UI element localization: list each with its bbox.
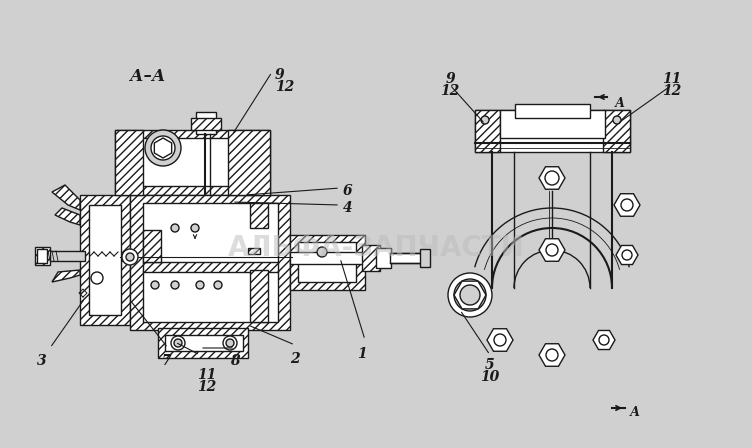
Bar (362, 245, 380, 271)
Text: 4: 4 (343, 201, 353, 215)
Polygon shape (52, 185, 80, 210)
Circle shape (151, 281, 159, 289)
Circle shape (226, 339, 234, 347)
Text: 11: 11 (663, 72, 681, 86)
Bar (290, 252, 365, 264)
Bar (290, 235, 365, 290)
Circle shape (622, 250, 632, 260)
Text: 3: 3 (37, 354, 47, 368)
Bar (40, 251, 85, 261)
Polygon shape (55, 208, 80, 225)
Circle shape (317, 247, 327, 257)
Circle shape (91, 272, 103, 284)
Circle shape (545, 171, 559, 185)
Bar (475, 110, 630, 152)
Circle shape (126, 253, 134, 261)
Text: 7: 7 (161, 354, 171, 368)
Bar (143, 203, 278, 263)
Bar (158, 328, 248, 358)
Circle shape (171, 224, 179, 232)
Text: АЛЬФА-ЗАПЧАСТИ: АЛЬФА-ЗАПЧАСТИ (228, 234, 524, 262)
Bar (115, 130, 270, 195)
Bar (143, 262, 278, 272)
Text: 12: 12 (663, 84, 681, 98)
Polygon shape (52, 270, 80, 282)
Text: 12: 12 (441, 84, 459, 98)
Circle shape (621, 199, 633, 211)
Text: 11: 11 (197, 368, 217, 382)
Bar (89, 205, 121, 315)
Bar (143, 270, 278, 322)
Text: 10: 10 (481, 370, 499, 384)
Text: 9: 9 (275, 68, 284, 82)
Bar (115, 130, 143, 195)
Circle shape (174, 339, 182, 347)
Bar (390, 253, 425, 263)
Text: 1: 1 (357, 347, 367, 361)
Circle shape (171, 336, 185, 350)
Text: 5: 5 (485, 358, 495, 372)
Bar (228, 130, 270, 195)
Text: 12: 12 (197, 380, 217, 394)
Circle shape (481, 116, 489, 124)
Circle shape (448, 273, 492, 317)
Bar (196, 112, 216, 134)
Circle shape (599, 335, 609, 345)
Text: 9: 9 (445, 72, 455, 86)
Circle shape (145, 130, 181, 166)
Bar (80, 195, 130, 325)
Circle shape (196, 281, 204, 289)
Bar (130, 195, 290, 330)
Bar (500, 110, 605, 138)
Circle shape (151, 136, 175, 160)
Bar (376, 248, 391, 268)
Circle shape (171, 281, 179, 289)
Text: 6: 6 (343, 184, 353, 198)
Circle shape (191, 224, 199, 232)
Bar (603, 110, 630, 152)
Text: А–А: А–А (130, 68, 165, 85)
Bar (250, 270, 268, 322)
Circle shape (460, 285, 480, 305)
Circle shape (494, 334, 506, 346)
Circle shape (214, 281, 222, 289)
Bar (143, 230, 161, 262)
Bar (165, 335, 243, 351)
Bar (191, 118, 221, 130)
Text: А: А (615, 96, 625, 109)
Circle shape (223, 336, 237, 350)
Circle shape (454, 279, 486, 311)
Bar (475, 110, 500, 152)
Bar (35, 247, 50, 265)
Text: 12: 12 (275, 80, 294, 94)
Bar (298, 242, 356, 282)
Bar (37, 249, 47, 263)
Circle shape (613, 116, 621, 124)
Bar (420, 249, 430, 267)
Bar (515, 104, 590, 118)
Circle shape (122, 249, 138, 265)
Circle shape (546, 349, 558, 361)
Text: А: А (630, 406, 640, 419)
Bar (128, 138, 258, 186)
Bar (250, 203, 268, 228)
Text: 8: 8 (230, 354, 240, 368)
Bar (248, 248, 260, 254)
Circle shape (546, 244, 558, 256)
Text: 2: 2 (290, 352, 300, 366)
